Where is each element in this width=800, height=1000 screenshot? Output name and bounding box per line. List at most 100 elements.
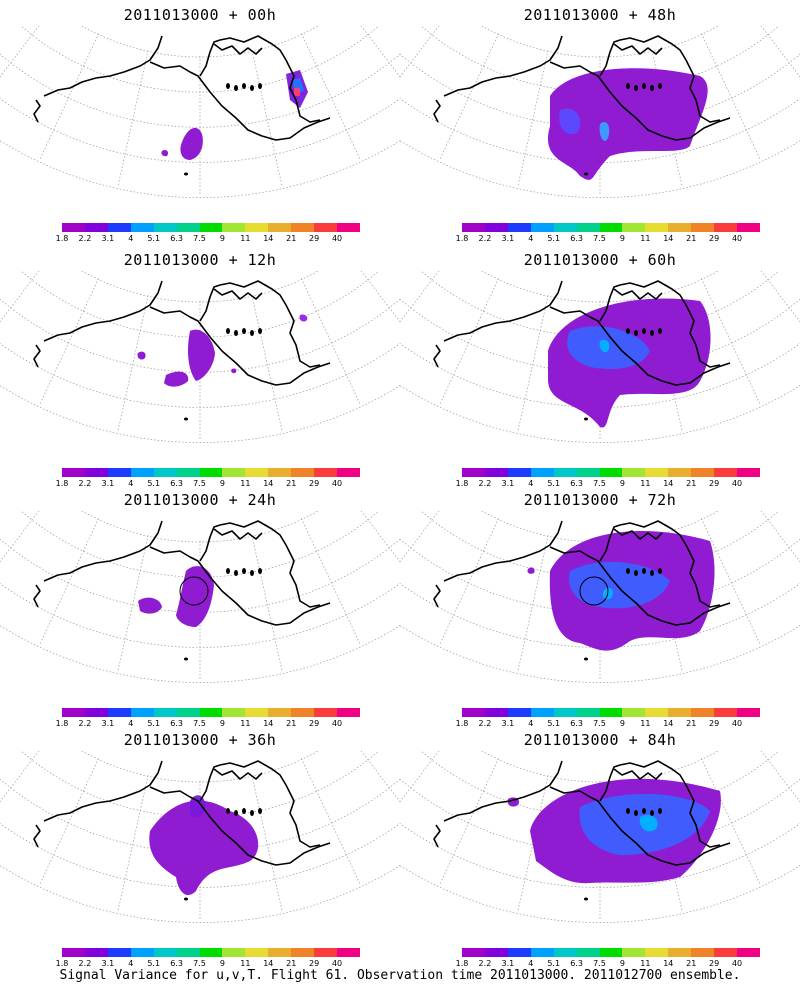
colorbar-swatch bbox=[622, 468, 646, 477]
colorbar-tick-label: 9 bbox=[619, 959, 625, 968]
colorbar-tick-label: 1.8 bbox=[55, 719, 69, 728]
colorbar-swatch bbox=[291, 708, 315, 717]
map-plot bbox=[400, 271, 800, 443]
colorbar-swatch bbox=[737, 708, 760, 717]
colorbar bbox=[62, 223, 360, 232]
colorbar-tick-label: 2.2 bbox=[78, 479, 92, 488]
islands bbox=[184, 328, 262, 421]
colorbar-swatch bbox=[153, 468, 177, 477]
colorbar-swatch bbox=[484, 708, 508, 717]
colorbar-tick-label: 40 bbox=[331, 479, 343, 488]
colorbar-tick-label: 6.3 bbox=[170, 719, 183, 728]
colorbar-tick-label: 2.2 bbox=[78, 719, 92, 728]
colorbar-tick-label: 4 bbox=[528, 959, 534, 968]
colorbar-tick-label: 1.8 bbox=[55, 479, 69, 488]
variance-shading bbox=[548, 298, 711, 428]
colorbar-tick-label: 29 bbox=[309, 234, 320, 243]
colorbar-tick-label: 3.1 bbox=[501, 719, 515, 728]
map-plot bbox=[400, 511, 800, 683]
variance-shading bbox=[149, 795, 259, 896]
colorbar-swatch bbox=[645, 708, 669, 717]
map-panel-12h: 2011013000 + 12h 1.8 2.2 3.1 4 5.1 6.3 7.5 9 11 1… bbox=[0, 245, 400, 490]
colorbar-tick-label: 1.8 bbox=[55, 234, 69, 243]
colorbar-tick-label: 21 bbox=[286, 719, 297, 728]
colorbar-tick-label: 2.2 bbox=[478, 719, 492, 728]
colorbar-swatch bbox=[176, 708, 200, 717]
colorbar bbox=[462, 468, 760, 477]
colorbar-tick-label: 40 bbox=[731, 959, 743, 968]
colorbar-swatch bbox=[507, 468, 531, 477]
colorbar-tick-label: 3.1 bbox=[501, 234, 515, 243]
colorbar-tick-label: 21 bbox=[286, 234, 297, 243]
map-plot bbox=[400, 26, 800, 198]
colorbar-tick-label: 3.1 bbox=[101, 234, 115, 243]
colorbar-swatch bbox=[714, 948, 738, 957]
colorbar-tick-label: 6.3 bbox=[170, 479, 183, 488]
colorbar-tick-label: 9 bbox=[619, 479, 625, 488]
colorbar-labels: 1.8 2.2 3.1 4 5.1 6.3 7.5 9 11 14 21 29 40 bbox=[56, 479, 360, 489]
colorbar-swatch bbox=[507, 948, 531, 957]
colorbar-swatch bbox=[199, 468, 223, 477]
colorbar-tick-label: 21 bbox=[286, 959, 297, 968]
colorbar-swatch bbox=[622, 948, 646, 957]
islands bbox=[584, 328, 662, 421]
colorbar-tick-label: 9 bbox=[219, 719, 225, 728]
map-panel-36h: 2011013000 + 36h 1.8 2.2 3.1 4 5.1 6.3 7.5 9 11 1… bbox=[0, 725, 400, 970]
colorbar-swatch bbox=[691, 708, 715, 717]
colorbar-swatch bbox=[153, 223, 177, 232]
colorbar-swatch bbox=[291, 948, 315, 957]
map-panel-72h: 2011013000 + 72h 1.8 2.2 3.1 4 5.1 6.3 7.5 9 11 1… bbox=[400, 485, 800, 730]
colorbar-tick-label: 29 bbox=[709, 719, 720, 728]
colorbar-tick-label: 11 bbox=[640, 719, 651, 728]
variance-shading bbox=[507, 778, 721, 884]
variance-shading bbox=[547, 68, 708, 180]
colorbar-tick-label: 40 bbox=[331, 719, 343, 728]
colorbar-tick-label: 14 bbox=[663, 959, 674, 968]
colorbar-swatch bbox=[530, 223, 554, 232]
colorbar-labels: 1.8 2.2 3.1 4 5.1 6.3 7.5 9 11 14 21 29 40 bbox=[56, 234, 360, 244]
colorbar-swatch bbox=[599, 948, 623, 957]
colorbar-swatch bbox=[62, 948, 85, 957]
variance-contour bbox=[190, 795, 206, 818]
colorbar-swatch bbox=[737, 948, 760, 957]
colorbar-swatch bbox=[668, 223, 692, 232]
colorbar-swatch bbox=[337, 223, 360, 232]
colorbar-tick-label: 5.1 bbox=[147, 234, 161, 243]
colorbar-swatch bbox=[62, 468, 85, 477]
colorbar-tick-label: 14 bbox=[663, 719, 674, 728]
colorbar-swatch bbox=[84, 468, 108, 477]
coastline bbox=[33, 760, 331, 866]
colorbar-swatch bbox=[314, 948, 338, 957]
colorbar-tick-label: 7.5 bbox=[193, 234, 206, 243]
colorbar-tick-label: 9 bbox=[619, 234, 625, 243]
colorbar-swatch bbox=[691, 223, 715, 232]
colorbar-tick-label: 7.5 bbox=[593, 479, 606, 488]
colorbar-tick-label: 6.3 bbox=[570, 234, 583, 243]
coastline bbox=[33, 520, 331, 626]
map-plot bbox=[0, 751, 400, 923]
colorbar bbox=[462, 948, 760, 957]
panel-title: 2011013000 + 72h bbox=[523, 491, 677, 509]
colorbar-swatch bbox=[553, 948, 577, 957]
colorbar-swatch bbox=[337, 708, 360, 717]
colorbar-labels: 1.8 2.2 3.1 4 5.1 6.3 7.5 9 11 14 21 29 40 bbox=[56, 719, 360, 729]
variance-contour bbox=[299, 314, 308, 322]
variance-contour bbox=[559, 108, 581, 134]
colorbar-tick-label: 21 bbox=[686, 234, 697, 243]
colorbar-tick-label: 4 bbox=[528, 479, 534, 488]
panel-title: 2011013000 + 48h bbox=[523, 6, 677, 24]
colorbar-swatch bbox=[245, 468, 269, 477]
colorbar bbox=[62, 708, 360, 717]
colorbar-tick-label: 1.8 bbox=[455, 234, 469, 243]
variance-shading bbox=[161, 70, 308, 160]
colorbar-swatch bbox=[462, 223, 485, 232]
map-panel-24h: 2011013000 + 24h 1.8 2.2 3.1 4 5.1 6.3 7.5 9 11 1… bbox=[0, 485, 400, 730]
colorbar-swatch bbox=[268, 223, 292, 232]
colorbar-tick-label: 3.1 bbox=[101, 479, 115, 488]
colorbar-tick-label: 6.3 bbox=[570, 479, 583, 488]
colorbar-tick-label: 29 bbox=[309, 719, 320, 728]
colorbar-swatch bbox=[107, 468, 131, 477]
colorbar-tick-label: 6.3 bbox=[570, 719, 583, 728]
colorbar-swatch bbox=[576, 948, 600, 957]
colorbar-swatch bbox=[668, 708, 692, 717]
